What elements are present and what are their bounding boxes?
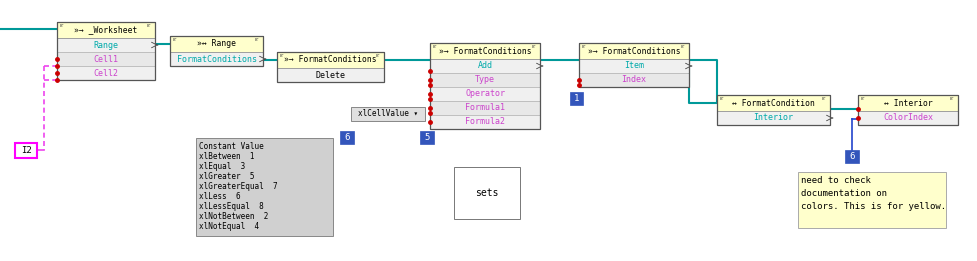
Bar — [340, 131, 354, 144]
Bar — [430, 59, 540, 73]
Text: xlLessEqual  8: xlLessEqual 8 — [199, 202, 264, 211]
Text: 5: 5 — [424, 133, 430, 142]
Text: xlNotEqual  4: xlNotEqual 4 — [199, 222, 259, 231]
Text: Add: Add — [478, 62, 492, 70]
Text: Operator: Operator — [465, 90, 505, 98]
Bar — [858, 95, 958, 125]
Text: B²: B² — [681, 45, 686, 49]
Bar — [57, 38, 155, 52]
Text: xlEqual  3: xlEqual 3 — [199, 162, 245, 171]
Text: B²: B² — [147, 24, 152, 28]
Bar — [430, 115, 540, 129]
Bar — [170, 52, 263, 66]
Text: Cell1: Cell1 — [94, 55, 118, 63]
Text: FormatConditions: FormatConditions — [177, 55, 257, 63]
Text: Constant Value: Constant Value — [199, 142, 264, 151]
Bar — [570, 92, 583, 105]
Text: B²: B² — [376, 54, 381, 58]
Text: B²: B² — [861, 97, 866, 101]
Text: »→ FormatConditions: »→ FormatConditions — [588, 46, 680, 56]
Text: 1: 1 — [573, 94, 579, 103]
Text: B²: B² — [950, 97, 955, 101]
Text: B²: B² — [173, 38, 178, 42]
Text: Delete: Delete — [316, 70, 346, 80]
Text: Cell2: Cell2 — [94, 68, 118, 78]
Text: B²: B² — [280, 54, 285, 58]
Bar — [277, 52, 384, 68]
Text: xlBetween  1: xlBetween 1 — [199, 152, 254, 161]
Bar — [430, 101, 540, 115]
Text: B²: B² — [582, 45, 587, 49]
Bar — [57, 66, 155, 80]
Text: ↔ FormatCondition: ↔ FormatCondition — [732, 98, 815, 108]
Bar — [15, 143, 37, 158]
Bar — [430, 43, 540, 59]
Bar — [798, 172, 946, 228]
Bar — [430, 87, 540, 101]
Text: xlLess  6: xlLess 6 — [199, 192, 240, 201]
Bar — [579, 43, 689, 59]
Text: B²: B² — [822, 97, 827, 101]
Bar — [196, 138, 333, 236]
Text: xlGreater  5: xlGreater 5 — [199, 172, 254, 181]
Bar — [57, 22, 155, 80]
Text: Formula1: Formula1 — [465, 104, 505, 112]
Bar — [717, 95, 830, 125]
Text: »↔ Range: »↔ Range — [197, 39, 236, 49]
Text: B²: B² — [60, 24, 65, 28]
Text: »→ _Worksheet: »→ _Worksheet — [74, 26, 138, 34]
Text: xlCellValue ▾: xlCellValue ▾ — [358, 110, 418, 118]
Text: sets: sets — [475, 188, 498, 198]
Bar — [420, 131, 434, 144]
Text: B²: B² — [433, 45, 438, 49]
Bar — [277, 68, 384, 82]
Text: Formula2: Formula2 — [465, 117, 505, 127]
Bar — [579, 59, 689, 73]
Text: colors. This is for yellow.: colors. This is for yellow. — [801, 202, 946, 211]
Bar — [430, 43, 540, 129]
Bar — [430, 73, 540, 87]
Text: xlGreaterEqual  7: xlGreaterEqual 7 — [199, 182, 277, 191]
Text: Type: Type — [475, 75, 495, 85]
Bar — [579, 73, 689, 87]
Bar — [717, 95, 830, 111]
Text: B²: B² — [255, 38, 260, 42]
Bar — [170, 36, 263, 52]
Bar — [858, 111, 958, 125]
Text: ColorIndex: ColorIndex — [883, 114, 933, 122]
Bar — [858, 95, 958, 111]
Bar — [57, 52, 155, 66]
Bar — [579, 43, 689, 87]
Text: ↔ Interior: ↔ Interior — [883, 98, 932, 108]
Text: »→ FormatConditions: »→ FormatConditions — [284, 56, 377, 64]
Text: B²: B² — [532, 45, 537, 49]
Text: Item: Item — [624, 62, 644, 70]
Bar — [277, 52, 384, 82]
Text: B²: B² — [720, 97, 725, 101]
Bar — [170, 36, 263, 66]
Bar — [351, 107, 425, 121]
Text: Interior: Interior — [753, 114, 793, 122]
Text: I2: I2 — [21, 146, 31, 155]
Text: 6: 6 — [849, 152, 855, 161]
Bar — [717, 111, 830, 125]
Text: need to check: need to check — [801, 176, 871, 185]
Text: Index: Index — [621, 75, 647, 85]
Text: Range: Range — [94, 40, 118, 50]
Text: documentation on: documentation on — [801, 189, 887, 198]
Bar — [57, 22, 155, 38]
Bar — [845, 150, 859, 163]
Text: »→ FormatConditions: »→ FormatConditions — [439, 46, 531, 56]
Text: xlNotBetween  2: xlNotBetween 2 — [199, 212, 269, 221]
Text: 6: 6 — [344, 133, 350, 142]
